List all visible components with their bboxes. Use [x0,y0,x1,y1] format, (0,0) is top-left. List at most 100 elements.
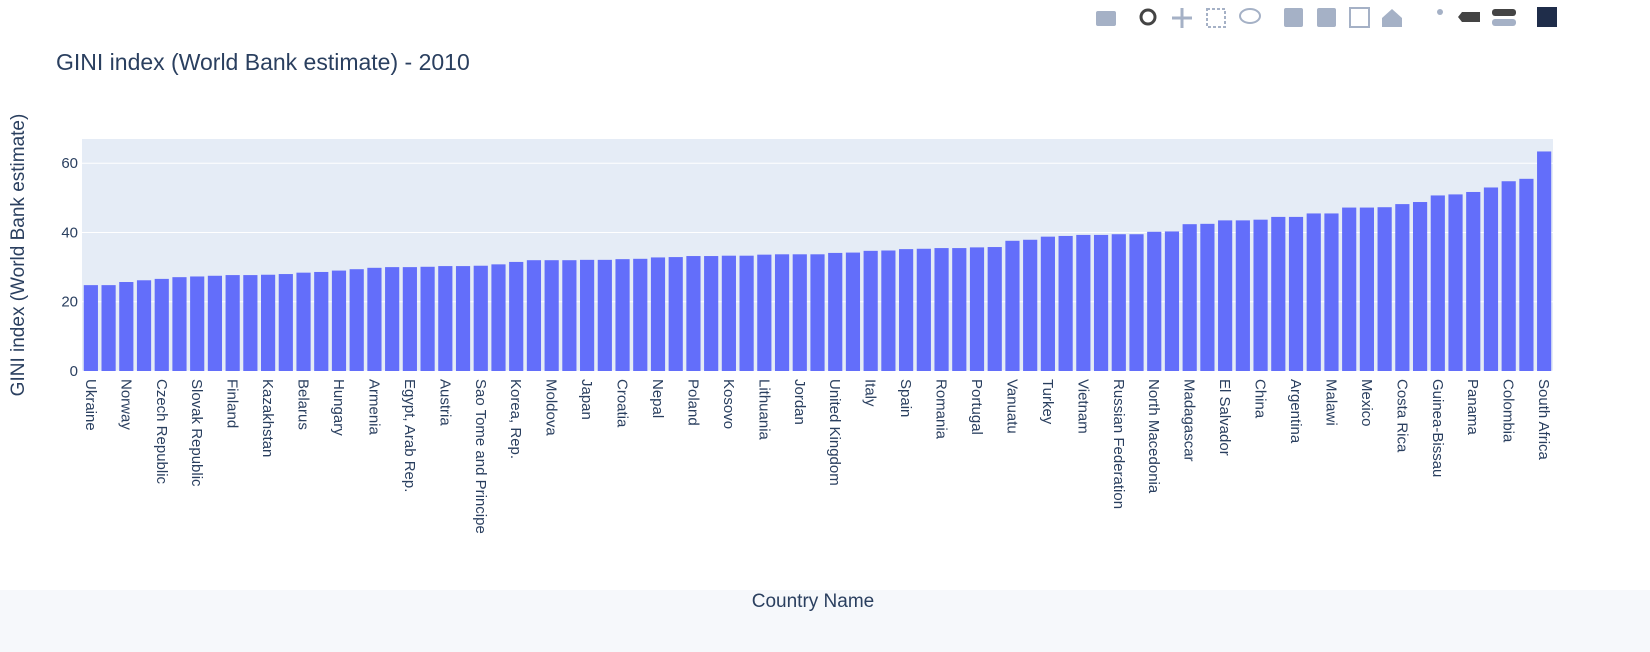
bar [1306,213,1321,371]
footer-band [0,590,1650,652]
x-tick-label: Portugal [968,379,985,435]
toolbar [1096,7,1557,28]
bar [1058,235,1073,371]
bar [650,257,666,371]
x-tick-label: Romania [933,379,950,440]
x-tick-label: Costa Rica [1393,379,1410,453]
bar [1182,224,1197,371]
bar [473,265,488,371]
bar [1324,213,1339,371]
bar [810,254,825,371]
x-tick-label: Jordan [791,379,808,425]
hover-closest-icon[interactable] [1458,12,1480,22]
bar [828,252,843,371]
bar [704,256,719,371]
zoom-icon[interactable] [1139,8,1157,26]
bar [1271,216,1286,371]
lasso-icon[interactable] [1239,8,1261,24]
x-tick-label: Hungary [330,379,347,436]
bar [562,260,577,371]
bar [331,270,347,371]
plotly-logo[interactable] [1537,7,1557,27]
bar [349,269,364,371]
home-icon[interactable] [1382,9,1402,27]
bar [438,266,453,371]
bar [1359,207,1374,371]
bar [1288,216,1304,371]
x-axis-title: Country Name [752,591,875,612]
bar [1466,191,1481,371]
x-tick-label: North Macedonia [1145,379,1162,494]
bar [899,249,914,371]
bar [881,250,896,371]
bar [1448,194,1463,371]
bar [987,247,1002,371]
bar [1501,181,1516,371]
bar [739,255,754,371]
x-tick-label: Moldova [543,379,560,436]
bar [1377,207,1392,371]
hover-compare-icon-2[interactable] [1492,19,1516,26]
y-axis-title: GINI index (World Bank estimate) [8,114,29,397]
bar [154,278,169,371]
zoom-out-icon[interactable] [1317,8,1336,27]
x-tick-label: Croatia [614,379,631,428]
pan-icon[interactable] [1172,8,1192,28]
x-tick-label: Colombia [1500,379,1517,443]
x-tick-label: Ukraine [82,379,99,431]
bar [402,267,417,371]
autoscale-icon[interactable] [1349,7,1370,28]
bar [420,266,435,371]
bar [385,267,400,371]
bar [721,255,736,371]
zoom-in-icon[interactable] [1284,8,1303,27]
x-tick-label: El Salvador [1216,379,1233,456]
x-tick-label: Norway [117,379,134,430]
hover-compare-icon[interactable] [1492,9,1516,16]
bar [455,266,471,371]
x-tick-label: Kosovo [720,379,737,429]
x-tick-label: Turkey [1039,379,1056,425]
bar [136,280,152,371]
bar [261,274,276,371]
bar [172,277,187,371]
bar [314,271,329,371]
bar [1430,195,1445,371]
x-tick-label: Malawi [1322,379,1339,426]
x-tick-label: South Africa [1535,379,1552,461]
x-tick-label: Lithuania [755,379,772,441]
bar [1342,207,1357,371]
bar [1395,204,1410,371]
x-tick-label: United Kingdom [826,379,843,486]
bar [615,259,630,371]
bar [1129,234,1144,371]
x-tick-label: Japan [578,379,595,420]
x-tick-label: Egypt, Arab Rep. [401,379,418,492]
spike-icon[interactable] [1437,9,1443,15]
y-tick-label: 40 [61,224,78,241]
bar [863,250,878,371]
x-tick-label: Finland [224,379,241,428]
bar [1076,234,1091,371]
bar [544,260,559,371]
y-tick-label: 20 [61,294,78,311]
x-tick-label: Mexico [1358,379,1375,427]
x-tick-label: Sao Tome and Principe [472,379,489,534]
x-tick-label: Madagascar [1181,379,1198,462]
bar [190,276,205,371]
y-tick-label: 0 [70,363,78,380]
bar [792,254,807,371]
x-tick-label: Kazakhstan [259,379,276,457]
bar [509,261,524,371]
x-tick-label: Armenia [365,379,382,436]
bar [1147,231,1162,371]
bar [1164,231,1180,371]
x-tick-label: Slovak Republic [188,379,205,487]
camera-icon[interactable] [1096,11,1116,26]
x-tick-label: Poland [684,379,701,426]
bar [491,264,506,371]
box-select-icon[interactable] [1206,8,1226,28]
bar [1200,223,1215,371]
bar [580,259,595,371]
